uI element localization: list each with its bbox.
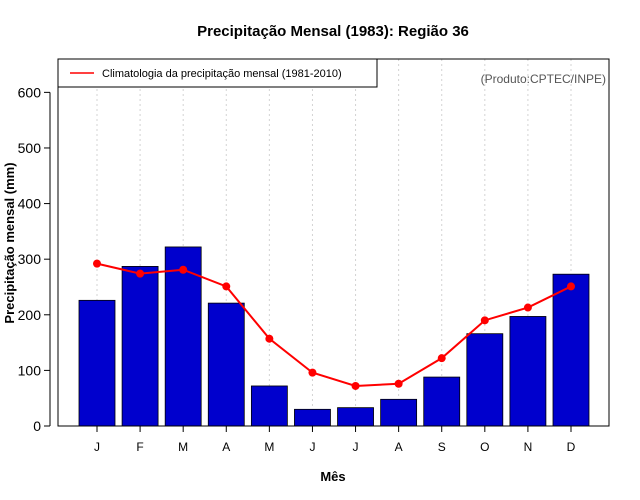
x-tick-label: O xyxy=(480,440,489,454)
y-tick-label: 500 xyxy=(18,140,42,156)
x-tick-label: M xyxy=(264,440,274,454)
y-tick-label: 100 xyxy=(18,362,42,378)
x-tick-label: J xyxy=(353,440,359,454)
bar xyxy=(121,266,159,427)
climatology-point xyxy=(567,282,575,291)
x-tick-label: M xyxy=(178,440,188,454)
y-tick-label: 0 xyxy=(33,418,41,434)
climatology-point xyxy=(265,334,274,343)
legend-entry-label: Climatologia da precipitação mensal (198… xyxy=(102,68,342,80)
y-axis: 0 100 200 300 400 500 600 xyxy=(18,84,51,434)
bar xyxy=(250,385,288,427)
chart-title: Precipitação Mensal (1983): Região 36 xyxy=(197,23,469,40)
bar xyxy=(423,376,461,427)
x-tick-label: J xyxy=(309,440,315,454)
x-tick-label: S xyxy=(438,440,446,454)
legend: Climatologia da precipitação mensal (198… xyxy=(57,58,378,88)
climatology-point xyxy=(93,259,101,268)
x-tick-label: N xyxy=(524,440,533,454)
x-tick-label: A xyxy=(395,440,403,454)
bar xyxy=(552,273,590,427)
x-tick-label: A xyxy=(222,440,230,454)
bars-group xyxy=(78,246,590,427)
y-tick-label: 600 xyxy=(18,84,42,100)
y-tick-label: 400 xyxy=(18,196,42,212)
climatology-point xyxy=(480,316,489,325)
bar xyxy=(294,408,331,427)
climatology-line xyxy=(96,262,572,387)
climatology-point xyxy=(351,381,360,390)
y-axis-label: Precipitação mensal (mm) xyxy=(2,162,17,323)
climatology-point xyxy=(136,269,145,278)
climatology-point xyxy=(394,379,403,388)
climatology-point xyxy=(222,282,231,291)
x-axis-label: Mês xyxy=(320,469,345,484)
bar xyxy=(509,316,547,427)
climatology-point xyxy=(437,354,446,363)
bar xyxy=(466,333,504,427)
climatology-line-group xyxy=(93,259,575,390)
climatology-point xyxy=(523,303,532,312)
legend-box xyxy=(57,58,378,88)
x-tick-label: F xyxy=(136,440,143,454)
bar xyxy=(337,407,374,427)
y-tick-label: 300 xyxy=(18,251,42,267)
y-tick-label: 200 xyxy=(18,307,42,323)
credit-text: (Produto:CPTEC/INPE) xyxy=(481,72,606,86)
x-tick-label: J xyxy=(94,440,100,454)
climatology-point xyxy=(308,368,317,377)
bar xyxy=(78,299,116,427)
climatology-point xyxy=(179,265,188,274)
bar xyxy=(207,302,245,427)
bar xyxy=(164,246,202,427)
x-tick-label: D xyxy=(567,440,576,454)
bar xyxy=(380,398,418,427)
